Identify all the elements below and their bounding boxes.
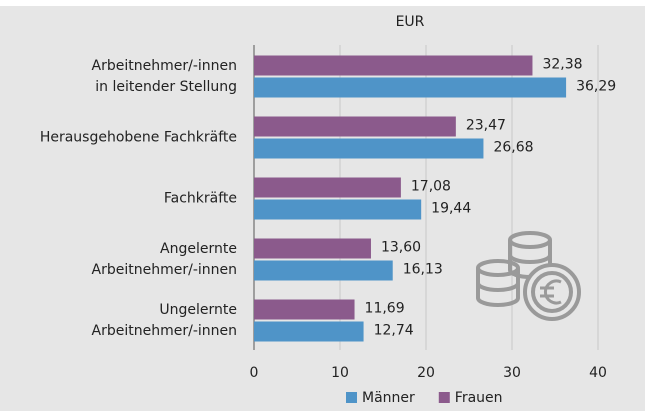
bar <box>254 299 355 320</box>
bar <box>254 199 422 220</box>
legend-label: Frauen <box>455 390 503 406</box>
value-label: 19,44 <box>431 201 471 217</box>
bar <box>254 260 393 281</box>
value-label: 23,47 <box>466 118 506 134</box>
legend-label: Männer <box>362 390 415 406</box>
value-label: 13,60 <box>381 240 421 256</box>
x-tick-label: 0 <box>250 365 259 381</box>
y-tick-label: Angelernte Arbeitnehmer/-innen <box>91 240 237 278</box>
y-tick-label: Ungelernte Arbeitnehmer/-innen <box>91 301 237 339</box>
bar <box>254 177 401 198</box>
bar <box>254 77 567 98</box>
x-tick-label: 30 <box>503 365 521 381</box>
value-label: 16,13 <box>403 262 443 278</box>
bar <box>254 321 364 342</box>
value-label: 17,08 <box>411 179 451 195</box>
chart-title: EUR <box>396 14 425 30</box>
legend-swatch <box>346 392 357 403</box>
y-tick-label: Fachkräfte <box>163 190 237 206</box>
value-label: 12,74 <box>374 323 414 339</box>
value-label: 36,29 <box>576 79 616 95</box>
value-label: 11,69 <box>365 301 405 317</box>
value-label: 32,38 <box>542 57 582 73</box>
coin-icon <box>476 231 581 321</box>
bar <box>254 138 484 159</box>
legend-swatch <box>438 392 450 403</box>
bar <box>254 238 371 259</box>
x-tick-label: 10 <box>331 365 349 381</box>
x-tick-label: 40 <box>589 365 607 381</box>
bar <box>254 116 456 137</box>
x-tick-label: 20 <box>417 365 435 381</box>
top-strip <box>0 0 645 6</box>
value-label: 26,68 <box>493 140 533 156</box>
y-tick-label: Herausgehobene Fachkräfte <box>39 129 237 145</box>
y-tick-label: Arbeitnehmer/-innen in leitender Stellun… <box>91 57 237 95</box>
bar <box>254 55 533 76</box>
